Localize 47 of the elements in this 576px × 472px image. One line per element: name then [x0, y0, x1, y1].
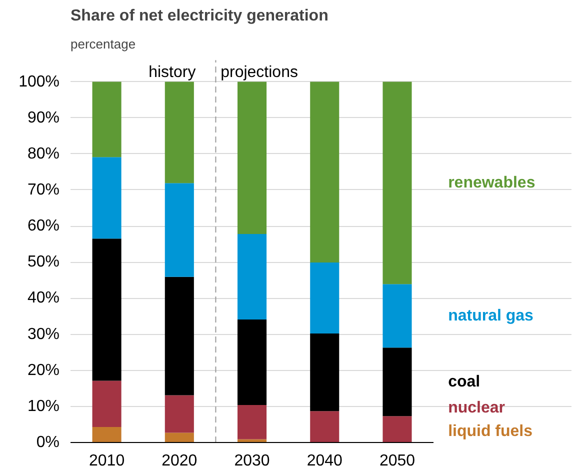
bar [92, 82, 122, 158]
chart-subtitle: percentage [70, 36, 136, 52]
y-tick-label: 90% [27, 109, 60, 126]
bar [310, 334, 340, 412]
bar [164, 276, 194, 396]
bar [382, 348, 412, 416]
bar [310, 82, 340, 262]
x-tick-label: 2020 [162, 452, 198, 470]
bar [238, 82, 267, 234]
bar [164, 432, 194, 442]
bar [382, 284, 412, 348]
y-tick-label: 10% [27, 398, 60, 415]
bar [92, 380, 122, 427]
bar [92, 157, 122, 239]
y-tick-label: 70% [27, 181, 60, 198]
bar [238, 234, 267, 320]
text: coal [448, 373, 480, 390]
annotation: projections [220, 64, 298, 81]
x-tick-label: 2010 [89, 452, 125, 470]
y-tick-label: 80% [27, 145, 60, 162]
bar [164, 183, 194, 277]
text: liquid fuels [448, 423, 533, 440]
text: renewables [448, 174, 536, 192]
bar [238, 319, 267, 405]
x-tick-label: 2040 [306, 452, 343, 470]
y-tick-label: 40% [27, 290, 60, 307]
text: nuclear [448, 400, 505, 417]
bar [382, 416, 412, 442]
y-tick-label: 20% [27, 362, 60, 379]
annotation: history [148, 64, 196, 81]
x-tick-label: 2050 [379, 452, 416, 470]
bar [92, 426, 122, 442]
y-tick-label: 60% [27, 218, 60, 235]
bar [164, 395, 194, 433]
y-tick-label: 50% [27, 254, 60, 271]
y-tick-label: 30% [27, 326, 60, 343]
bar [238, 404, 267, 440]
text: natural gas [448, 307, 534, 324]
y-tick-label: 100% [18, 73, 60, 90]
bar [310, 262, 340, 334]
chart-title: Share of net electricity generation [70, 8, 328, 24]
bar [310, 411, 340, 442]
x-tick-label: 2030 [234, 452, 270, 470]
bar [382, 82, 412, 284]
bar [164, 82, 194, 184]
y-tick-label: 0% [36, 434, 60, 451]
bar [92, 238, 122, 381]
